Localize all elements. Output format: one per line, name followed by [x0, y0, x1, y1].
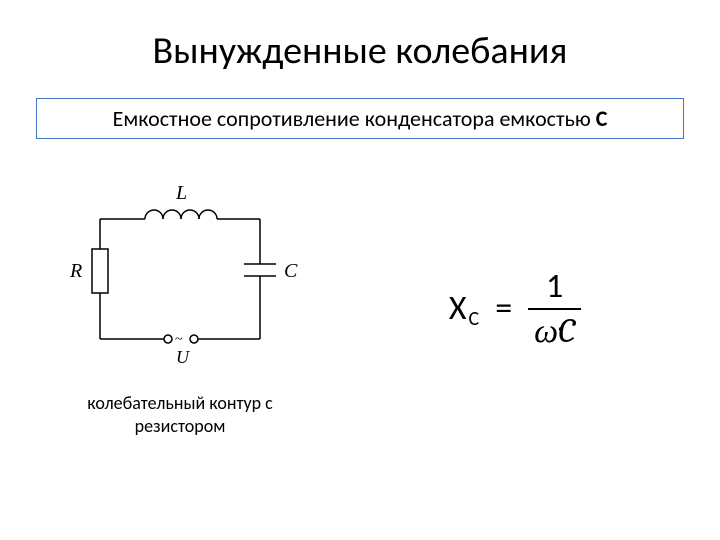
circuit-area: R L C ~ U колебательный контур с резисто…	[40, 179, 320, 439]
formula-c: C	[558, 311, 575, 351]
circuit-caption: колебательный контур с резистором	[40, 392, 320, 439]
formula-omega: ω	[534, 311, 558, 351]
formula: XC = 1 ω·C	[449, 270, 581, 348]
label-r: R	[69, 260, 82, 282]
ac-symbol: ~	[175, 332, 183, 347]
page-title: Вынужденные колебания	[0, 0, 720, 74]
label-l: L	[175, 182, 187, 204]
formula-lhs: XC	[449, 288, 479, 329]
formula-fraction: 1 ω·C	[528, 270, 581, 348]
formula-x: X	[449, 288, 467, 329]
caption-line1: колебательный контур с	[87, 392, 273, 414]
caption-line2: резистором	[135, 415, 226, 437]
subtitle-text: Емкостное сопротивление конденсатора емк…	[113, 105, 591, 132]
formula-equals: =	[495, 288, 512, 329]
formula-denominator: ω·C	[528, 308, 581, 348]
label-c: C	[284, 260, 298, 282]
circuit-diagram: R L C ~ U	[40, 179, 320, 379]
content-row: R L C ~ U колебательный контур с резисто…	[0, 179, 720, 439]
label-u: U	[176, 347, 190, 367]
subtitle-symbol: C	[596, 105, 608, 132]
formula-area: XC = 1 ω·C	[320, 270, 680, 348]
subtitle-box: Емкостное сопротивление конденсатора емк…	[36, 98, 684, 139]
formula-sub-c: C	[469, 307, 480, 331]
formula-numerator: 1	[540, 270, 569, 308]
